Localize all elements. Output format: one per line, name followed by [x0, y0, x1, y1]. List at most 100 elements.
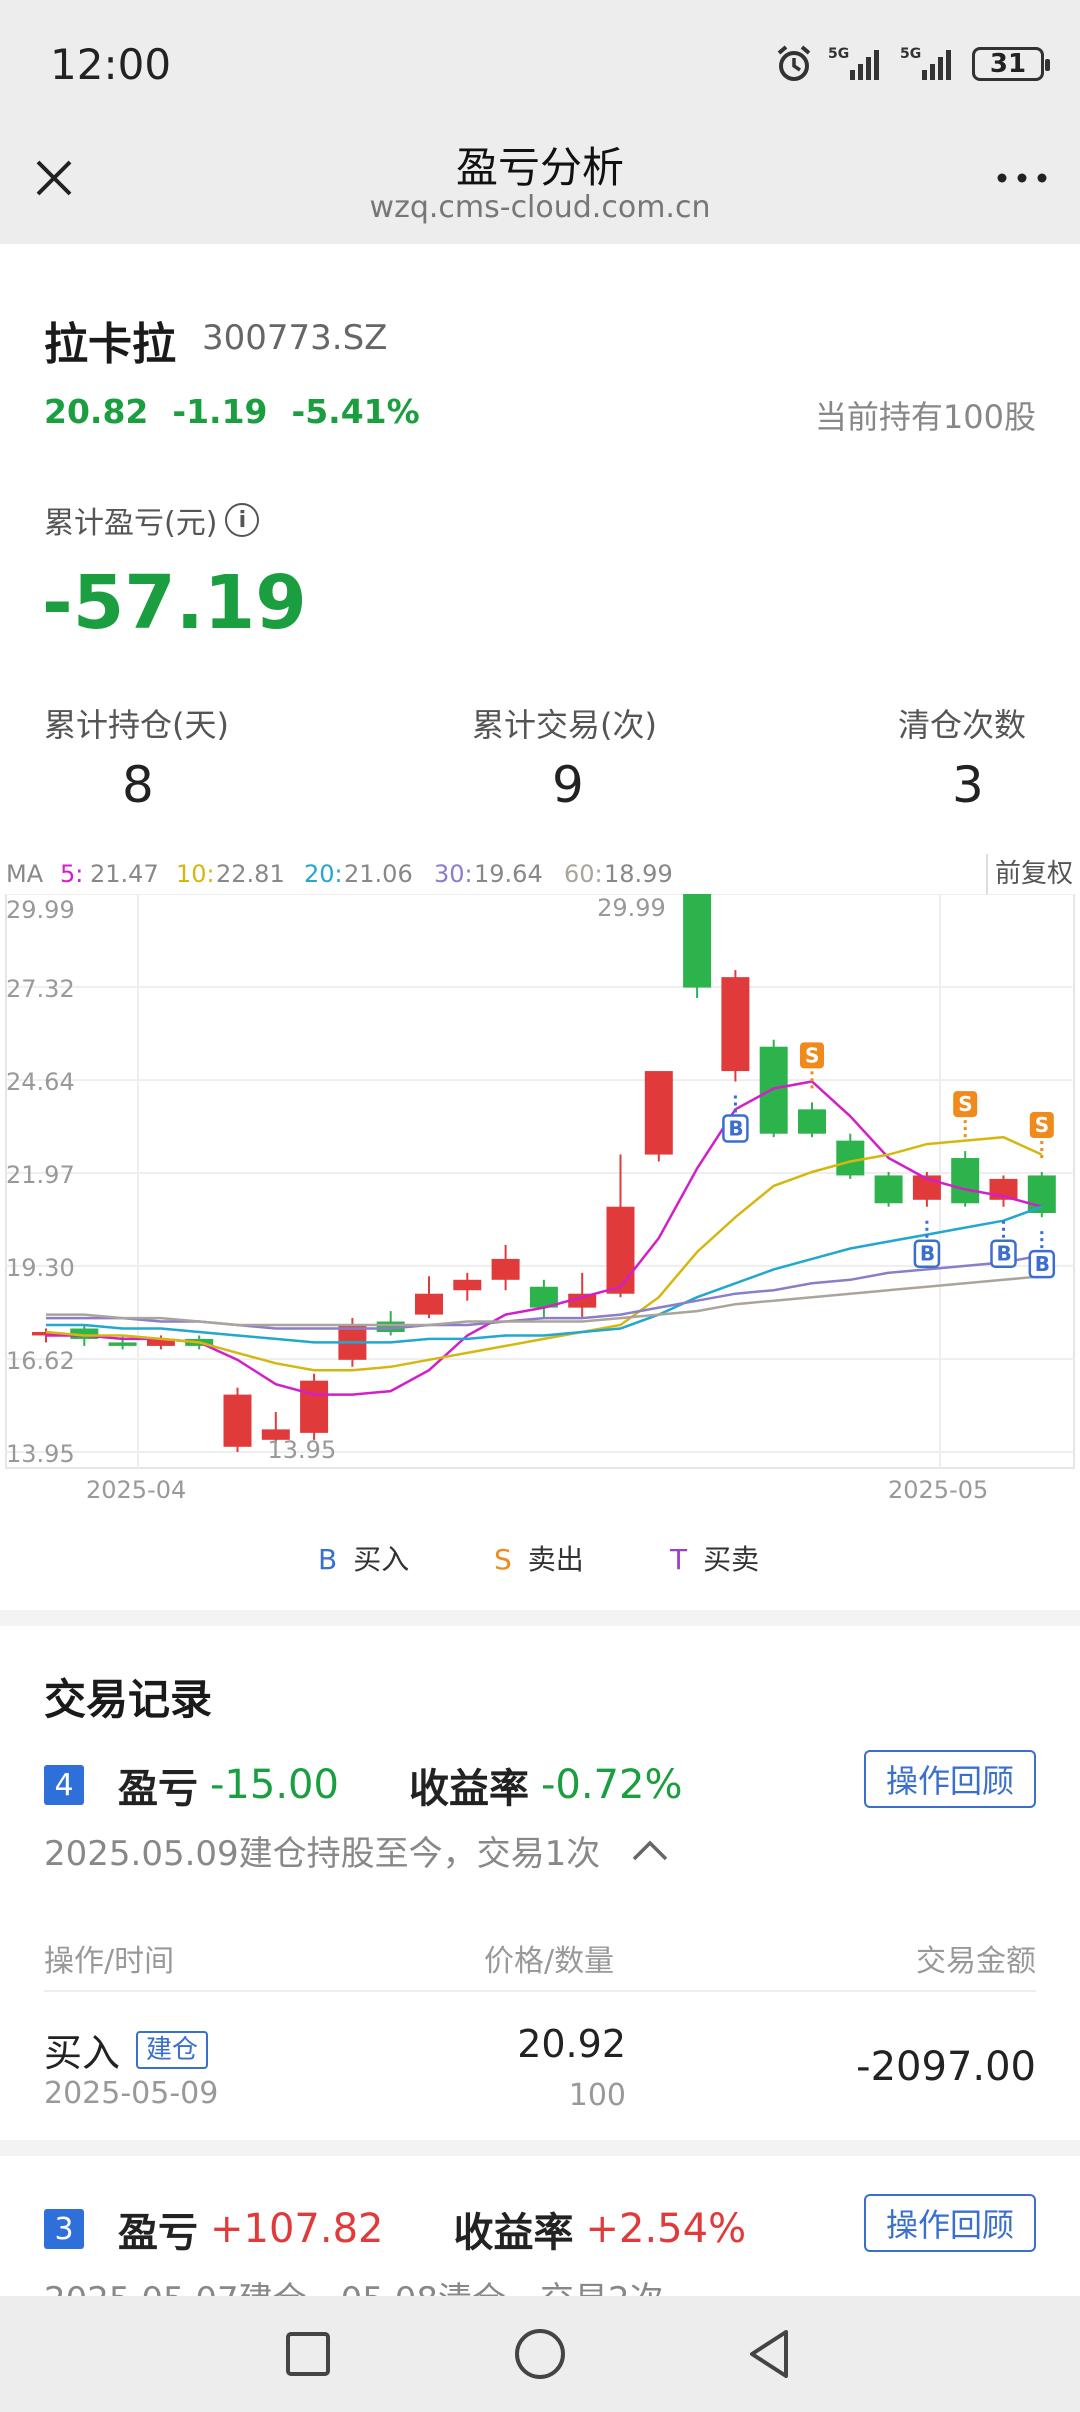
status-bar: 12:00 5G 5G 31	[0, 0, 1080, 134]
info-icon[interactable]: i	[225, 503, 260, 537]
pl-label-3: 盈亏	[118, 2210, 198, 2256]
buy-marker	[990, 1239, 1017, 1268]
candle-body	[300, 1380, 329, 1433]
close-icon[interactable]	[30, 154, 78, 202]
candle-body	[376, 1321, 405, 1332]
trade-action-text: 买入	[44, 2031, 121, 2075]
record-index-badge-3: 3	[44, 2209, 84, 2249]
candle-body	[453, 1279, 482, 1291]
legend-both-label: 买卖	[703, 1543, 760, 1576]
candle-body	[261, 1429, 290, 1440]
sell-marker-letter: S	[1035, 1113, 1049, 1137]
more-icon[interactable]	[994, 158, 1050, 198]
record-index-badge: 4	[44, 1765, 84, 1805]
legend-buy: B 买入	[318, 1538, 409, 1578]
ma-line-ma60	[46, 1275, 1042, 1327]
sell-marker-letter: S	[958, 1092, 972, 1116]
recent-apps-icon[interactable]	[278, 2324, 338, 2384]
buy-marker	[722, 1114, 749, 1143]
rate-value: -0.72%	[540, 1762, 683, 1808]
stat-value-clearouts: 3	[952, 756, 984, 814]
stat-label-clearouts: 清仓次数	[898, 706, 1027, 744]
signal-icon-2: 5G	[900, 46, 951, 80]
ma5-value: 21.47	[90, 860, 159, 888]
candle-body	[108, 1342, 137, 1346]
review-button-3[interactable]: 操作回顾	[864, 2194, 1036, 2252]
y-tick-label: 21.97	[6, 1161, 75, 1189]
stat-value-trades: 9	[552, 756, 584, 814]
candle-body	[874, 1175, 903, 1204]
record-summary[interactable]: 2025.05.09建仓持股至今，交易1次	[44, 1826, 670, 1875]
legend-sell: S 卖出	[494, 1538, 584, 1578]
buy-marker-letter: B	[920, 1242, 935, 1266]
x-tick-label: 2025-04	[86, 1476, 186, 1504]
ma-prefix: MA	[6, 860, 44, 888]
ma30-value: 19.64	[474, 860, 543, 888]
signal-icon: 5G	[828, 46, 879, 80]
candle-body	[798, 1109, 826, 1134]
legend-buy-letter: B	[318, 1543, 338, 1576]
candle-body	[759, 1046, 788, 1134]
ma20-key: 20:	[304, 860, 343, 888]
system-nav-bar	[0, 2296, 1080, 2412]
status-icons: 5G 5G 31	[774, 44, 1050, 84]
candle-body	[491, 1258, 520, 1280]
sell-marker	[1029, 1111, 1054, 1138]
x-tick-label: 2025-05	[888, 1476, 988, 1504]
chevron-up-icon	[633, 1840, 668, 1860]
pl-value: -15.00	[210, 1762, 339, 1808]
stock-name: 拉卡拉	[44, 319, 176, 370]
pl-label: 盈亏	[118, 1766, 198, 1812]
svg-text:5G: 5G	[900, 46, 921, 62]
buy-marker	[913, 1239, 941, 1268]
sell-marker	[800, 1042, 824, 1069]
ma10-key: 10:	[176, 860, 215, 888]
ma30-key: 30:	[434, 860, 473, 888]
battery-icon: 31	[972, 47, 1050, 81]
legend-both: T 买卖	[670, 1538, 759, 1578]
alarm-icon	[777, 45, 811, 81]
ma10-value: 22.81	[216, 860, 285, 888]
cumulative-value: -57.19	[42, 560, 307, 646]
candle-body	[606, 1206, 635, 1294]
home-icon[interactable]	[510, 2324, 570, 2384]
candle-body	[223, 1394, 252, 1447]
y-tick-label: 13.95	[6, 1440, 75, 1468]
ma-line-ma5	[46, 1080, 1043, 1396]
candle-body	[529, 1286, 558, 1308]
candle-body	[644, 1071, 673, 1155]
candle-body	[721, 977, 750, 1072]
stock-code: 300773.SZ	[202, 318, 388, 358]
rate-label-3: 收益率	[453, 2210, 574, 2256]
holding-text: 当前持有100股	[814, 398, 1036, 436]
nav-bar: 盈亏分析 wzq.cms-cloud.com.cn	[0, 134, 1080, 244]
page-url: wzq.cms-cloud.com.cn	[369, 190, 711, 225]
back-icon[interactable]	[740, 2324, 800, 2384]
kline-chart[interactable]: 29.99 27.32 24.64 21.97 19.30 16.62 13.95 2025-…	[0, 894, 1080, 1514]
review-button[interactable]: 操作回顾	[864, 1750, 1036, 1808]
cumulative-label-text: 累计盈亏(元)	[44, 506, 218, 541]
record-4-header: 4 盈亏 -15.00 收益率 -0.72%	[44, 1756, 682, 1814]
candle-body	[836, 1140, 865, 1176]
open-position-tag: 建仓	[136, 2030, 209, 2069]
ma20-value: 21.06	[344, 860, 413, 888]
buy-marker-letter: B	[1035, 1252, 1050, 1276]
col-header-action: 操作/时间	[44, 1944, 175, 1979]
candle-body	[951, 1158, 980, 1204]
adjust-toggle[interactable]: 前复权	[986, 854, 1080, 894]
y-tick-label: 16.62	[6, 1347, 75, 1375]
stock-change: -1.19	[172, 392, 268, 431]
low-label: 13.95	[268, 1436, 337, 1464]
section-divider-2	[0, 2140, 1080, 2156]
candle-body	[683, 894, 712, 988]
table-divider	[44, 1990, 1036, 1992]
stock-price-row: 20.82 -1.19 -5.41%	[44, 392, 420, 431]
stat-label-trades: 累计交易(次)	[472, 706, 657, 744]
legend-both-letter: T	[670, 1543, 688, 1576]
candle-body	[415, 1293, 443, 1315]
candle-body	[568, 1293, 597, 1308]
svg-text:5G: 5G	[828, 46, 849, 62]
ma-bar: MA 5: 21.47 10: 22.81 20: 21.06 30: 19.6…	[0, 854, 1080, 894]
record-summary-text: 2025.05.09建仓持股至今，交易1次	[44, 1834, 601, 1874]
ma5-key: 5:	[60, 860, 84, 888]
